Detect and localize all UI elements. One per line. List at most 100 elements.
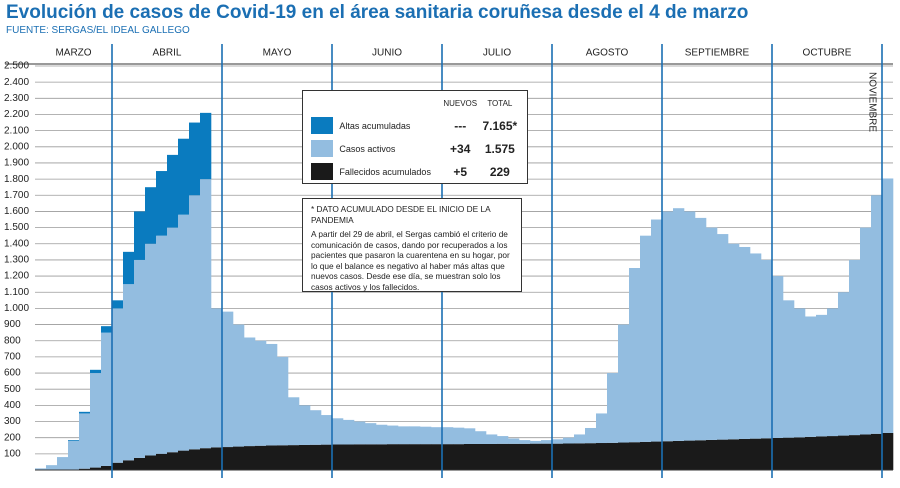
bar-segment: [827, 436, 839, 470]
bar-segment: [508, 443, 520, 470]
bar-segment: [266, 445, 278, 470]
note-text: A partir del 29 de abril, el Sergas camb…: [311, 229, 510, 292]
bar-segment: [156, 453, 168, 470]
y-tick-label: 1.100: [4, 287, 29, 298]
bar-segment: [57, 457, 69, 470]
bar-segment: [783, 437, 795, 470]
bar-segment: [662, 441, 674, 470]
bar-segment: [706, 227, 718, 440]
legend-swatch: [311, 140, 333, 157]
bar-segment: [79, 413, 91, 469]
bar-segment: [222, 447, 234, 470]
legend-total: 229: [489, 164, 510, 179]
bar-segment: [684, 211, 696, 441]
bar-segment: [332, 444, 344, 470]
bar-segment: [409, 444, 421, 470]
legend-table: NUEVOS TOTAL Altas acumuladas --- 7.165* Cas…: [309, 97, 521, 183]
bar-segment: [508, 438, 520, 444]
bar-segment: [420, 426, 432, 445]
y-tick-label: 1.900: [4, 158, 29, 169]
bar-segment: [398, 444, 410, 470]
bar-segment: [299, 405, 311, 445]
bar-segment: [453, 427, 465, 445]
legend-swatch-cell: [309, 114, 337, 137]
bar-segment: [376, 424, 388, 445]
y-tick-label: 1.600: [4, 206, 29, 217]
bar-segment: [365, 444, 377, 470]
bar-segment: [662, 211, 674, 442]
bar-segment: [871, 433, 883, 470]
bar-segment: [200, 179, 212, 449]
bar-segment: [442, 427, 454, 445]
bar-segment: [145, 243, 157, 456]
bar-segment: [255, 340, 267, 446]
bar-segment: [387, 425, 399, 445]
bar-segment: [211, 308, 223, 448]
legend-row: Fallecidos acumulados +5 229: [309, 160, 521, 183]
bar-segment: [629, 268, 641, 443]
bar-segment: [761, 259, 773, 439]
bar-segment: [156, 235, 168, 454]
legend-swatch: [311, 163, 333, 180]
bar-segment: [541, 443, 553, 470]
y-tick-label: 1.800: [4, 174, 29, 185]
y-tick-label: 1.200: [4, 271, 29, 282]
bar-segment: [123, 460, 135, 470]
y-tick-label: 1.400: [4, 238, 29, 249]
legend-header: TOTAL: [487, 99, 513, 108]
bar-segment: [233, 446, 245, 470]
month-label: JULIO: [483, 48, 512, 59]
bar-segment: [552, 439, 564, 444]
y-tick-label: 700: [4, 352, 21, 363]
bar-segment: [651, 441, 663, 470]
bar-segment: [35, 468, 47, 470]
bar-segment: [156, 171, 168, 236]
y-tick-label: 2.300: [4, 93, 29, 104]
bar-segment: [717, 234, 729, 440]
y-tick-label: 2.000: [4, 141, 29, 152]
bar-segment: [783, 300, 795, 438]
legend-total: 1.575: [484, 141, 515, 156]
bar-segment: [189, 195, 201, 450]
bar-segment: [90, 369, 102, 374]
bar-segment: [431, 444, 443, 470]
bar-segment: [189, 122, 201, 196]
bar-segment: [365, 423, 377, 445]
y-tick-label: 1.000: [4, 303, 29, 314]
bar-segment: [728, 243, 740, 440]
bar-segment: [750, 438, 762, 470]
bar-segment: [761, 438, 773, 470]
chart-source: FUENTE: SERGAS/EL IDEAL GALLEGO: [6, 25, 190, 36]
bar-segment: [860, 227, 872, 435]
bar-segment: [563, 443, 575, 470]
bar-segment: [794, 308, 806, 438]
bar-segment: [398, 426, 410, 445]
bar-segment: [167, 227, 179, 453]
y-tick-label: 1.700: [4, 190, 29, 201]
legend-row: Casos activos +34 1.575: [309, 137, 521, 160]
bar-segment: [101, 332, 113, 466]
bar-segment: [838, 435, 850, 470]
bar-segment: [145, 455, 157, 470]
legend-label: Casos activos: [339, 143, 396, 154]
bar-segment: [673, 440, 685, 470]
bar-segment: [68, 440, 80, 441]
bar-segment: [244, 337, 256, 447]
bar-segment: [343, 419, 355, 445]
y-tick-label: 1.300: [4, 255, 29, 266]
bar-segment: [860, 434, 872, 470]
bar-segment: [288, 445, 300, 470]
bar-segment: [409, 426, 421, 445]
bar-segment: [90, 373, 102, 468]
bar-segment: [684, 440, 696, 470]
bar-segment: [310, 410, 322, 445]
y-tick-label: 2.400: [4, 77, 29, 88]
bar-segment: [585, 443, 597, 470]
bar-segment: [222, 311, 234, 448]
bar-segment: [519, 440, 531, 444]
y-tick-label: 200: [4, 432, 21, 443]
legend: NUEVOS TOTAL Altas acumuladas --- 7.165* Cas…: [302, 90, 528, 184]
bar-segment: [563, 437, 575, 444]
chart-title: Evolución de casos de Covid-19 en el áre…: [6, 2, 749, 23]
